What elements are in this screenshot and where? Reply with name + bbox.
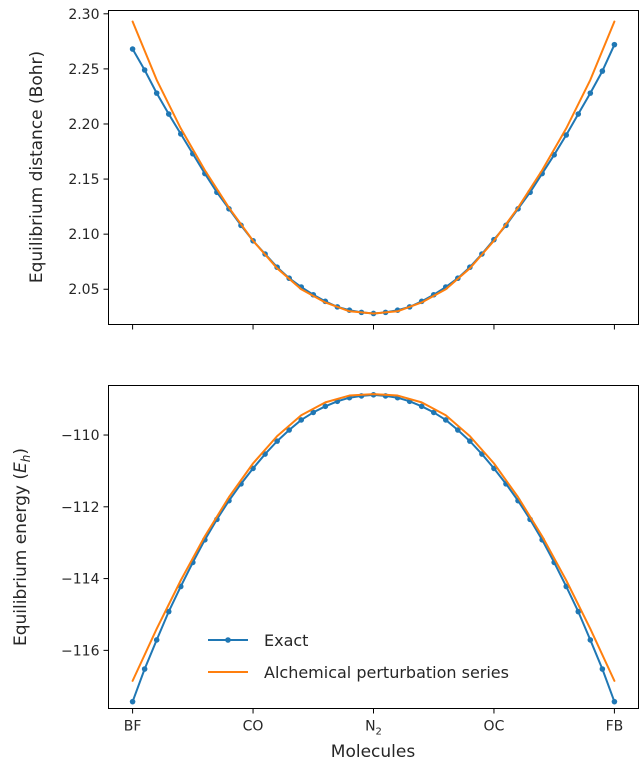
legend-label-exact: Exact	[264, 631, 308, 650]
top-data-point	[599, 68, 606, 74]
top-data-point	[611, 41, 618, 48]
bottom-x-tick-label: FB	[606, 719, 624, 735]
legend-entry-exact: Exact	[208, 631, 308, 650]
bottom-data-point	[599, 666, 606, 672]
bottom-series-group	[129, 392, 618, 705]
top-data-point	[587, 90, 594, 96]
bottom-data-point	[310, 409, 317, 416]
bottom-data-point	[141, 666, 148, 672]
top-ticks-group: 2.05 2.10 2.15 2.20 2.25 2.30	[68, 7, 615, 330]
x-tick-label-subscript: 2	[376, 727, 382, 738]
bottom-data-point	[165, 608, 172, 615]
bottom-series-line-alchemical-perturbation-series	[131, 393, 616, 682]
bottom-data-point	[430, 409, 437, 416]
bottom-data-point	[467, 438, 473, 444]
bottom-data-point	[611, 698, 618, 705]
bottom-x-tick-label: BF	[124, 719, 142, 735]
bottom-data-point	[286, 427, 292, 433]
bottom-data-point	[455, 427, 461, 433]
bottom-y-axis-label-close: )	[11, 448, 31, 455]
bottom-x-tick-label: OC	[484, 719, 505, 735]
top-panel: 2.05 2.10 2.15 2.20 2.25 2.30 Equilibrium dis…	[27, 7, 639, 330]
top-y-tick-label: 2.25	[68, 62, 99, 78]
top-data-point	[575, 111, 582, 117]
x-tick-label-main: BF	[124, 719, 142, 735]
top-data-point	[141, 67, 148, 73]
top-y-tick-label: 2.10	[68, 227, 99, 243]
top-y-tick-label: 2.05	[68, 282, 99, 298]
bottom-data-point	[322, 403, 329, 410]
bottom-data-point	[442, 417, 449, 423]
bottom-x-tick-label: N2	[365, 719, 382, 738]
bottom-data-point	[153, 637, 160, 643]
legend: Exact Alchemical perturbation series	[208, 631, 509, 682]
bottom-y-tick-label: −116	[61, 643, 100, 659]
bottom-panel: −116 −114 −112 −110 BF CO N2 OC FB Equilibrium e…	[11, 385, 639, 762]
bottom-y-axis-label-sub: h	[19, 455, 33, 463]
bottom-data-point	[587, 637, 594, 643]
legend-label-alchemical: Alchemical perturbation series	[264, 663, 509, 682]
bottom-y-axis-label-main: Equilibrium energy (	[11, 473, 31, 646]
bottom-data-point	[129, 698, 136, 705]
bottom-ticks-group: −116 −114 −112 −110 BF CO N2 OC FB	[61, 428, 623, 737]
bottom-data-point	[274, 438, 280, 444]
top-data-point	[563, 132, 570, 138]
x-tick-label-main: OC	[484, 719, 505, 735]
top-data-point	[129, 46, 136, 52]
top-data-point	[165, 111, 172, 117]
top-data-point	[153, 90, 160, 96]
bottom-y-axis-label-italic: E	[11, 462, 31, 473]
top-series-group	[129, 20, 618, 317]
bottom-data-point	[298, 417, 305, 423]
bottom-y-tick-label: −110	[61, 428, 99, 444]
bottom-x-axis-label: Molecules	[331, 742, 416, 762]
bottom-data-point	[418, 403, 425, 410]
top-y-tick-label: 2.20	[68, 117, 99, 133]
top-y-axis-label: Equilibrium distance (Bohr)	[27, 51, 47, 283]
bottom-y-tick-label: −112	[61, 500, 99, 516]
top-series-line-alchemical-perturbation-series	[131, 20, 616, 315]
bottom-x-tick-label: CO	[243, 719, 264, 735]
x-tick-label-main: FB	[606, 719, 624, 735]
top-y-tick-label: 2.30	[68, 7, 99, 23]
top-y-tick-label: 2.15	[68, 172, 99, 188]
bottom-y-tick-label: −114	[61, 572, 100, 588]
x-tick-label-main: CO	[243, 719, 264, 735]
x-tick-label-main: N	[365, 719, 375, 735]
legend-entry-alchemical: Alchemical perturbation series	[208, 663, 509, 682]
bottom-data-point	[575, 608, 582, 615]
bottom-y-axis-label: Equilibrium energy (Eh)	[11, 448, 33, 646]
legend-marker-exact	[225, 637, 231, 643]
